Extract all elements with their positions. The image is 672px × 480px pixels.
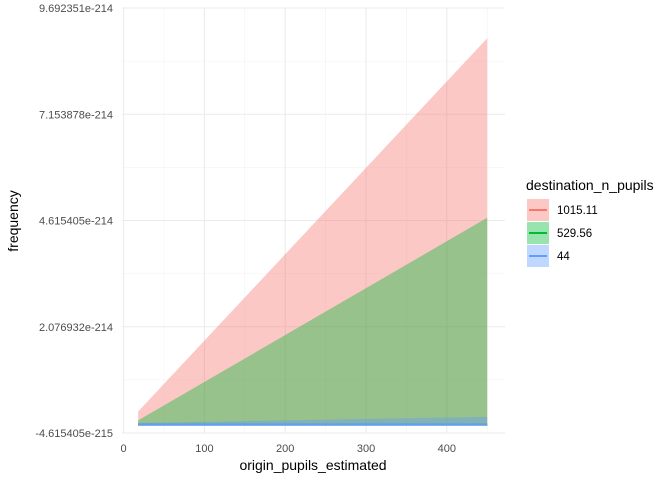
x-tick-label: 100 [195, 443, 213, 455]
band-1015.11 [138, 38, 488, 425]
legend-title: destination_n_pupils [526, 177, 654, 193]
band-44 [138, 416, 488, 425]
y-tick-label: 7.153878e-214 [39, 109, 113, 121]
legend-keys: 1015.11 529.56 44 [527, 199, 598, 267]
x-tick-label: 0 [121, 443, 127, 455]
legend: destination_n_pupils 1015.11 529.56 44 [526, 177, 654, 267]
y-tick-label: -4.615405e-215 [35, 428, 113, 440]
legend-label-529.56: 529.56 [557, 228, 592, 240]
y-tick-label: 9.692351e-214 [39, 3, 113, 15]
x-tick-label: 300 [357, 443, 375, 455]
y-tick-label: 4.615405e-214 [39, 216, 113, 228]
legend-label-1015.11: 1015.11 [557, 205, 598, 217]
y-axis-title: frequency [5, 190, 21, 251]
confidence-bands [138, 38, 488, 425]
grid [122, 7, 505, 434]
y-tick-label: 2.076932e-214 [39, 322, 113, 334]
legend-label-44: 44 [557, 251, 570, 263]
x-axis-title: origin_pupils_estimated [239, 457, 386, 473]
tick-labels: 0 100 200 300 400 -4.615405e-215 2.076932e-214… [35, 3, 456, 455]
band-529.56 [138, 217, 488, 425]
x-tick-label: 400 [438, 443, 456, 455]
x-tick-label: 200 [276, 443, 294, 455]
